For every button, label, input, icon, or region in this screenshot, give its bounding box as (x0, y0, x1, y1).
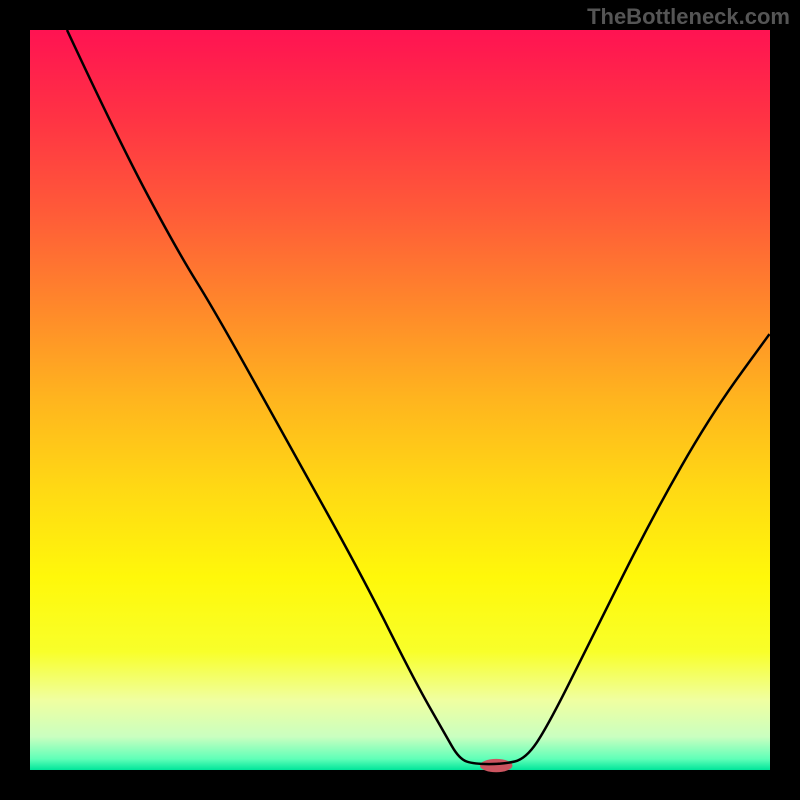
optimum-marker (480, 759, 513, 772)
chart-frame: TheBottleneck.com (0, 0, 800, 800)
watermark-text: TheBottleneck.com (587, 4, 790, 30)
plot-area (30, 30, 770, 770)
bottleneck-chart (0, 0, 800, 800)
